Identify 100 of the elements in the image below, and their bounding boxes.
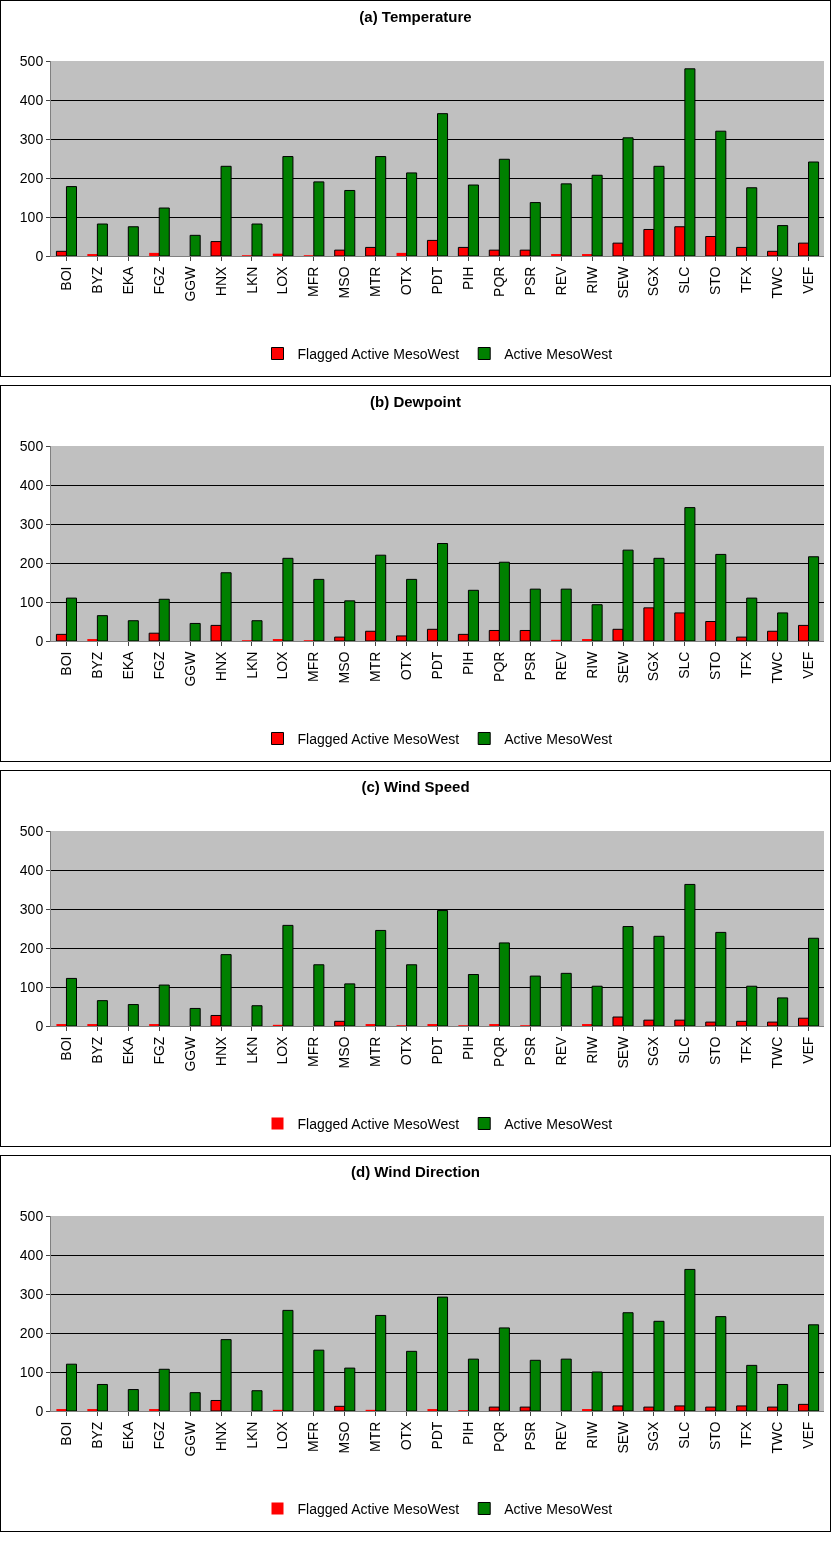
x-tick-label: STO — [707, 1036, 724, 1066]
x-tick-label: OTX — [398, 265, 415, 296]
y-tick-label: 500 — [19, 437, 44, 454]
bar — [127, 1004, 139, 1026]
x-tick-label: BYZ — [88, 1036, 105, 1064]
y-tick-label: 200 — [19, 1324, 44, 1341]
y-tick-label: 300 — [19, 515, 44, 532]
x-tick-label: MSO — [336, 1036, 353, 1069]
y-tick-label: 100 — [19, 1363, 44, 1380]
x-tick-label: BYZ — [88, 1421, 105, 1449]
x-tick-label: STO — [707, 1421, 724, 1451]
x-tick-label: PDT — [429, 1421, 446, 1450]
x-tick-label: BYZ — [88, 651, 105, 679]
chart-title: (a) Temperature — [359, 7, 472, 25]
x-tick-label: TFX — [738, 1035, 755, 1064]
x-tick-label: MFR — [305, 651, 322, 682]
x-tick-label: TWC — [769, 1421, 786, 1454]
x-tick-label: PSR — [521, 1421, 538, 1451]
legend-label: Active MesoWest — [504, 1115, 613, 1132]
x-tick-label: RIW — [583, 265, 600, 294]
x-tick-label: GGW — [181, 1420, 198, 1457]
x-tick-label: RIW — [583, 1035, 600, 1064]
y-tick-label: 0 — [35, 1017, 44, 1034]
x-tick-label: LKN — [243, 1036, 260, 1064]
x-tick-label: FGZ — [150, 1421, 167, 1450]
x-tick-label: STO — [707, 651, 724, 681]
bar — [251, 1005, 263, 1026]
legend-label: Flagged Active MesoWest — [297, 1500, 460, 1517]
x-tick-label: REV — [552, 1420, 569, 1451]
x-tick-label: SLC — [676, 266, 693, 294]
x-tick-label: HNX — [212, 650, 229, 682]
x-tick-label: MTR — [367, 266, 384, 297]
bar — [96, 1383, 108, 1411]
x-tick-label: MFR — [305, 1036, 322, 1067]
x-tick-label: VEF — [800, 1036, 817, 1064]
x-tick-label: LOX — [274, 265, 291, 295]
x-tick-label: PDT — [429, 1036, 446, 1065]
x-tick-label: FGZ — [150, 266, 167, 295]
x-tick-label: REV — [552, 1035, 569, 1066]
x-tick-label: PQR — [490, 1036, 507, 1067]
x-tick-label: SLC — [676, 1421, 693, 1449]
bar — [127, 226, 139, 256]
x-tick-label: LOX — [274, 650, 291, 680]
x-tick-label: PDT — [429, 651, 446, 680]
x-tick-label: STO — [707, 266, 724, 296]
x-tick-label: MSO — [336, 266, 353, 299]
bar — [127, 1389, 139, 1411]
x-tick-label: PQR — [490, 266, 507, 297]
y-tick-label: 500 — [19, 1207, 44, 1224]
x-tick-label: HNX — [212, 1420, 229, 1452]
bar — [127, 620, 139, 641]
x-tick-label: SEW — [614, 265, 631, 299]
x-tick-label: LKN — [243, 1421, 260, 1449]
x-tick-label: FGZ — [150, 1036, 167, 1065]
x-tick-label: EKA — [119, 1035, 136, 1065]
x-tick-label: GGW — [181, 650, 198, 687]
bar — [251, 223, 263, 256]
x-tick-label: LOX — [274, 1420, 291, 1450]
x-tick-label: EKA — [119, 650, 136, 680]
bar — [189, 1007, 201, 1026]
x-tick-label: VEF — [800, 1421, 817, 1449]
x-tick-label: PQR — [490, 651, 507, 682]
x-tick-label: VEF — [800, 266, 817, 294]
x-tick-label: HNX — [212, 1035, 229, 1067]
y-tick-label: 300 — [19, 900, 44, 917]
legend-label: Flagged Active MesoWest — [297, 345, 460, 362]
x-tick-label: BYZ — [88, 266, 105, 294]
x-tick-label: MTR — [367, 1036, 384, 1067]
x-tick-label: GGW — [181, 265, 198, 302]
x-tick-label: LKN — [243, 266, 260, 294]
x-tick-label: PIH — [459, 266, 476, 290]
y-tick-label: 500 — [19, 822, 44, 839]
x-tick-label: PSR — [521, 1036, 538, 1066]
x-tick-label: TFX — [738, 650, 755, 679]
y-tick-label: 500 — [19, 52, 44, 69]
bar — [251, 1390, 263, 1411]
bar — [189, 622, 201, 641]
x-tick-label: PDT — [429, 266, 446, 295]
chart-title: (d) Wind Direction — [350, 1162, 481, 1180]
x-tick-label: HNX — [212, 265, 229, 297]
legend-label: Active MesoWest — [504, 345, 613, 362]
x-tick-label: PSR — [521, 651, 538, 681]
y-tick-label: 400 — [19, 861, 44, 878]
x-tick-label: REV — [552, 650, 569, 681]
x-tick-label: TFX — [738, 1420, 755, 1449]
chart-title: (b) Dewpoint — [370, 392, 461, 410]
x-tick-label: SGX — [645, 1420, 662, 1452]
x-tick-label: OTX — [398, 1420, 415, 1451]
x-tick-label: MTR — [367, 651, 384, 682]
x-tick-label: MSO — [336, 1421, 353, 1454]
x-tick-label: GGW — [181, 1035, 198, 1072]
x-tick-label: MFR — [305, 266, 322, 297]
x-tick-label: PIH — [459, 1036, 476, 1060]
x-tick-label: LOX — [274, 1035, 291, 1065]
y-tick-label: 200 — [19, 554, 44, 571]
bar — [189, 1392, 201, 1411]
y-tick-label: 400 — [19, 1246, 44, 1263]
x-tick-label: TWC — [769, 1036, 786, 1069]
x-tick-label: TFX — [738, 265, 755, 294]
bar — [149, 252, 160, 256]
